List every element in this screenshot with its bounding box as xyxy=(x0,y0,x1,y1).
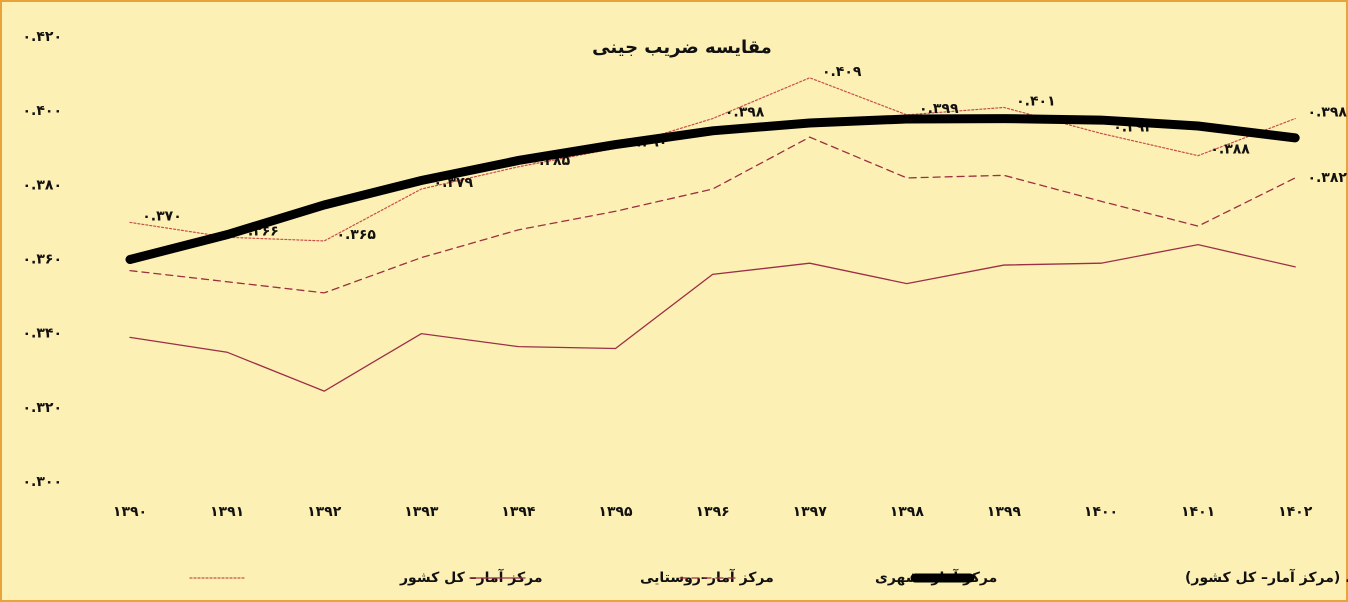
x-tick-label: ۱۳۹۵ xyxy=(598,504,633,520)
data-label: ۰.۴۰۱ xyxy=(1016,93,1056,109)
data-label: ۰.۳۹۸ xyxy=(1307,105,1347,121)
y-tick-label: ۰.۳۸۰ xyxy=(23,177,63,193)
chart-title: مقایسه ضریب جینی xyxy=(592,37,772,58)
y-tick-label: ۰.۳۶۰ xyxy=(23,252,63,268)
data-label: ۰.۳۸۸ xyxy=(1210,142,1250,158)
series-line xyxy=(125,114,1300,264)
data-label: ۰.۳۹۹ xyxy=(919,101,959,117)
x-tick-label: ۱۳۹۷ xyxy=(793,504,828,520)
x-tick-label: ۱۳۹۶ xyxy=(696,504,730,520)
data-label: ۰.۳۸۲ xyxy=(1307,170,1347,186)
data-label: ۰.۳۹۸ xyxy=(725,105,765,121)
legend-label: مرکز آمار–روستایی xyxy=(640,568,774,586)
series-line xyxy=(129,136,1296,294)
x-tick-label: ۱۴۰۰ xyxy=(1084,504,1118,520)
legend-label: Poly. (مرکز آمار– کل کشور) xyxy=(1185,568,1348,586)
x-tick-label: ۱۴۰۲ xyxy=(1278,504,1313,520)
x-tick-label: ۱۳۹۸ xyxy=(890,504,925,520)
x-tick-label: ۱۳۹۲ xyxy=(307,504,342,520)
y-tick-label: ۰.۳۲۰ xyxy=(23,400,63,416)
y-tick-label: ۰.۴۰۰ xyxy=(23,103,63,119)
data-label: ۰.۳۷۰ xyxy=(142,208,182,224)
legend-label: مرکز آمار– کل کشور xyxy=(399,568,543,586)
data-label: ۰.۳۶۵ xyxy=(336,227,376,243)
x-tick-label: ۱۳۹۴ xyxy=(501,504,536,520)
x-tick-label: ۱۴۰۱ xyxy=(1181,504,1215,520)
x-tick-label: ۱۳۹۹ xyxy=(987,504,1022,520)
data-label: ۰.۴۰۹ xyxy=(822,64,862,80)
y-tick-label: ۰.۳۰۰ xyxy=(23,474,63,490)
x-tick-label: ۱۳۹۳ xyxy=(404,504,439,520)
y-tick-label: ۰.۳۴۰ xyxy=(23,326,63,342)
y-tick-label: ۰.۴۲۰ xyxy=(23,29,63,45)
x-tick-label: ۱۳۹۱ xyxy=(210,504,244,520)
x-tick-label: ۱۳۹۰ xyxy=(113,504,147,520)
series-line xyxy=(129,77,1296,242)
series-line xyxy=(129,244,1296,392)
